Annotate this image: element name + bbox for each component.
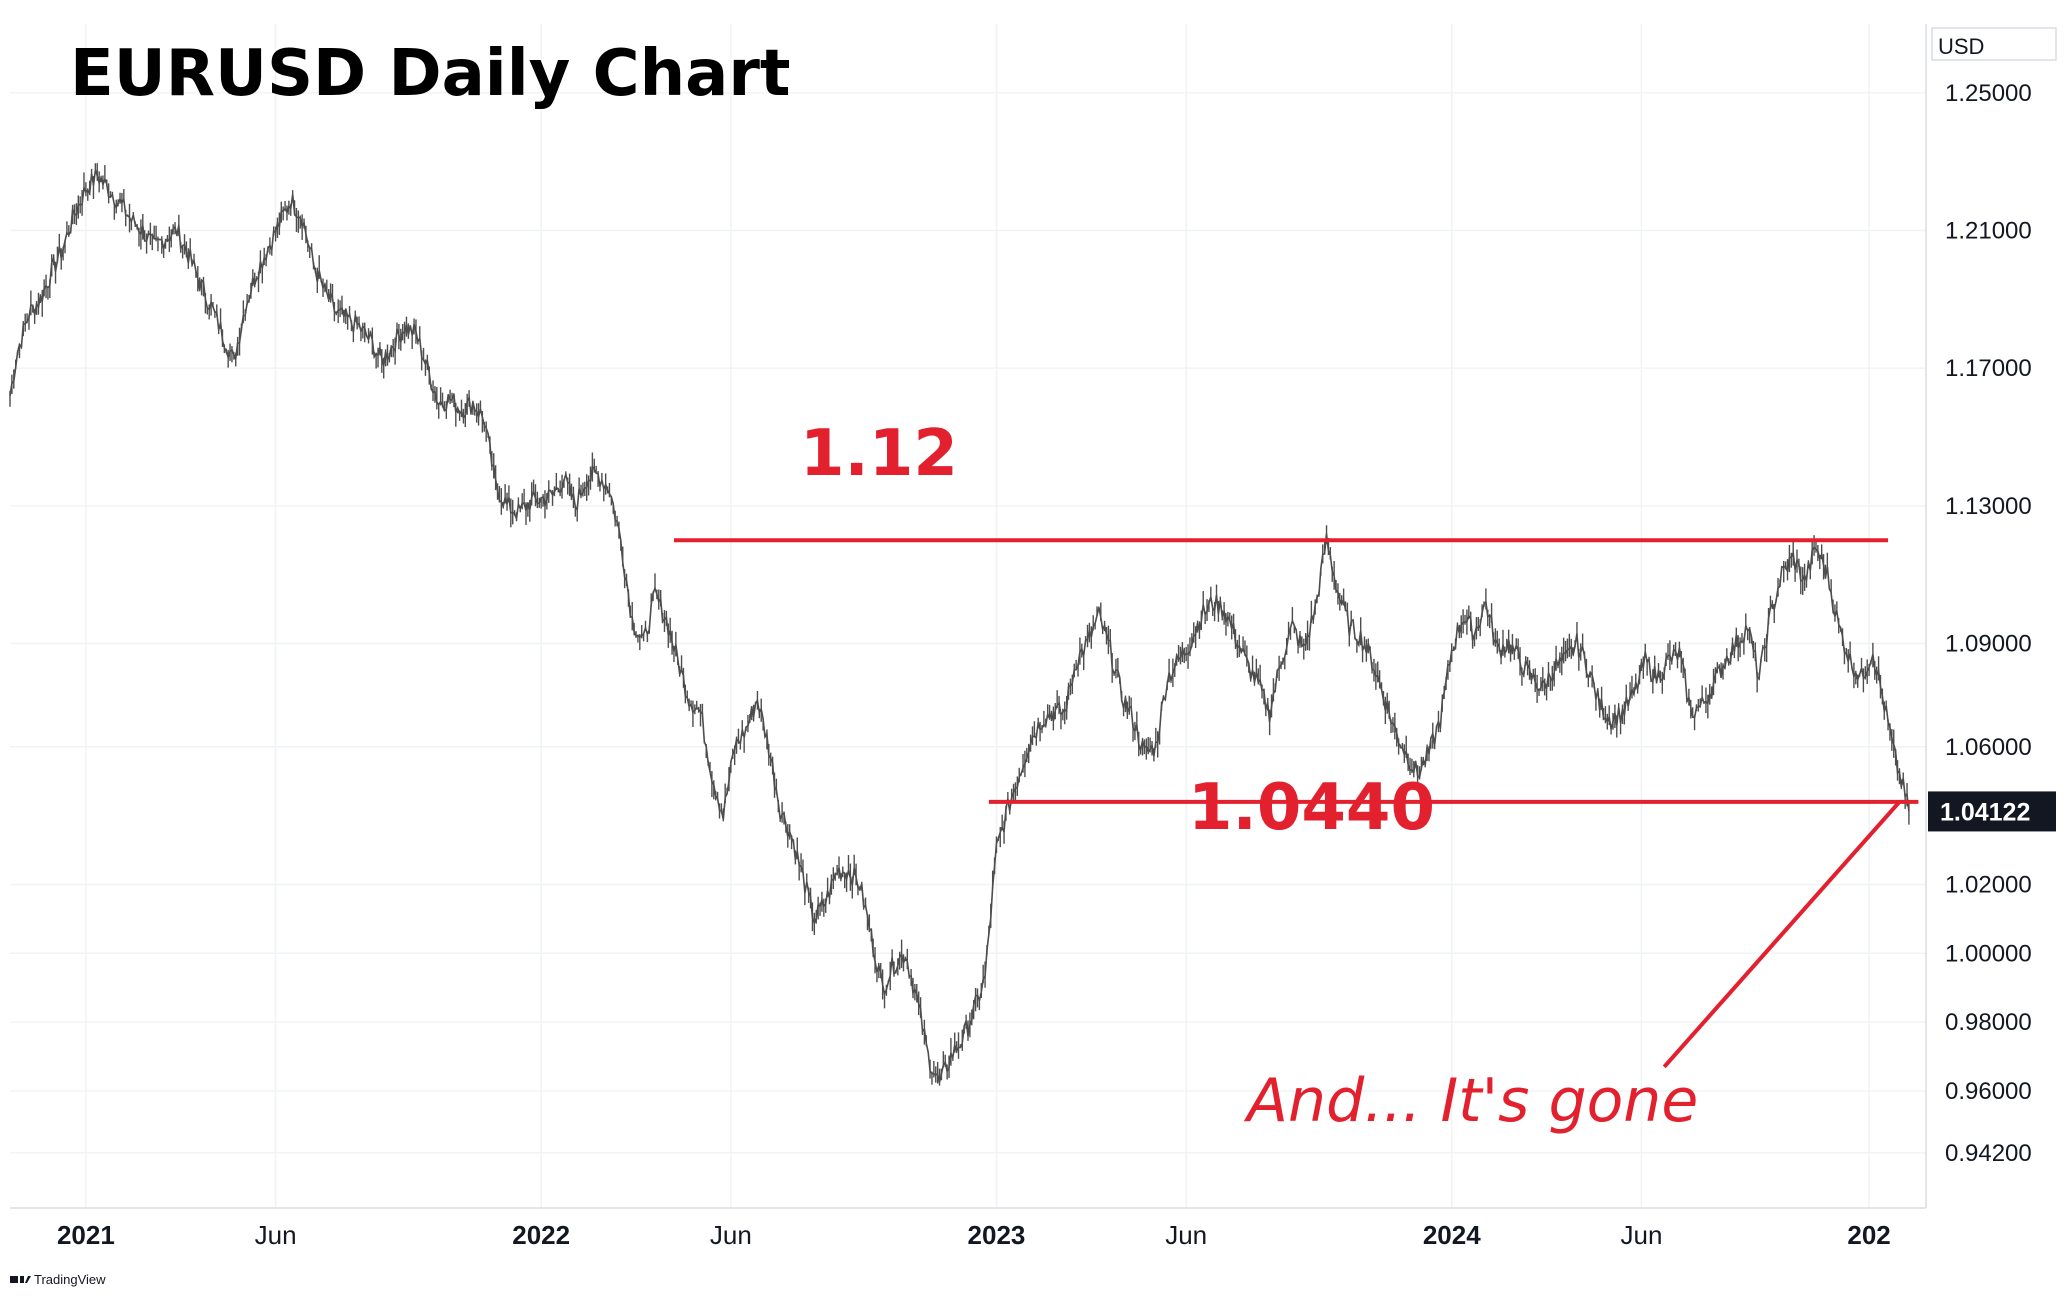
footer-brand: TradingView — [34, 1272, 106, 1287]
y-tick-label: 1.25000 — [1945, 80, 2032, 107]
y-tick-label: 0.98000 — [1945, 1009, 2032, 1036]
x-tick-label: Jun — [710, 1220, 752, 1250]
x-tick-label: 2022 — [512, 1220, 570, 1250]
last-price-tag — [1928, 791, 2056, 832]
y-tick-label: 1.00000 — [1945, 940, 2032, 967]
x-axis-ticks: 2021 Jun 2022 Jun 2023 Jun 2024 Jun 202 — [57, 1220, 1891, 1250]
x-tick-label: 2023 — [968, 1220, 1026, 1250]
x-tick-label: Jun — [1620, 1220, 1662, 1250]
footer: TradingView — [10, 1272, 106, 1287]
y-axis-ticks: 1.25000 1.21000 1.17000 1.13000 1.09000 1.060… — [1945, 80, 2032, 1167]
resistance-label: 1.12 — [800, 417, 958, 491]
x-tick-label: Jun — [255, 1220, 297, 1250]
chart-title: EURUSD Daily Chart — [70, 37, 791, 111]
grid-lines — [10, 24, 1926, 1208]
x-tick-label: 202 — [1847, 1220, 1890, 1250]
currency-label: USD — [1938, 34, 1984, 59]
y-tick-label: 1.06000 — [1945, 734, 2032, 761]
last-price-label: 1.04122 — [1940, 798, 2030, 826]
y-tick-label: 1.13000 — [1945, 493, 2032, 520]
x-tick-label: 2021 — [57, 1220, 115, 1250]
y-tick-label: 0.96000 — [1945, 1078, 2032, 1105]
note-pointer-line — [1662, 800, 1901, 1069]
note-label: And... It's gone — [1243, 1066, 1698, 1136]
price-series — [9, 163, 1910, 1086]
y-tick-label: 1.21000 — [1945, 218, 2032, 245]
x-tick-label: 2024 — [1423, 1220, 1481, 1250]
x-tick-label: Jun — [1165, 1220, 1207, 1250]
price-line — [9, 169, 1910, 1083]
support-label: 1.0440 — [1188, 771, 1435, 845]
axes: USD — [10, 24, 2057, 1209]
price-tag-group: 1.04122 — [1928, 791, 2056, 832]
currency-box — [1931, 27, 2057, 61]
annotations: 1.12 1.0440 And... It's gone — [673, 417, 1919, 1136]
y-tick-label: 1.17000 — [1945, 355, 2032, 382]
y-tick-label: 0.94200 — [1945, 1140, 2032, 1167]
y-tick-label: 1.09000 — [1945, 631, 2032, 658]
y-tick-label: 1.02000 — [1945, 871, 2032, 898]
tradingview-logo-icon — [10, 1276, 31, 1283]
